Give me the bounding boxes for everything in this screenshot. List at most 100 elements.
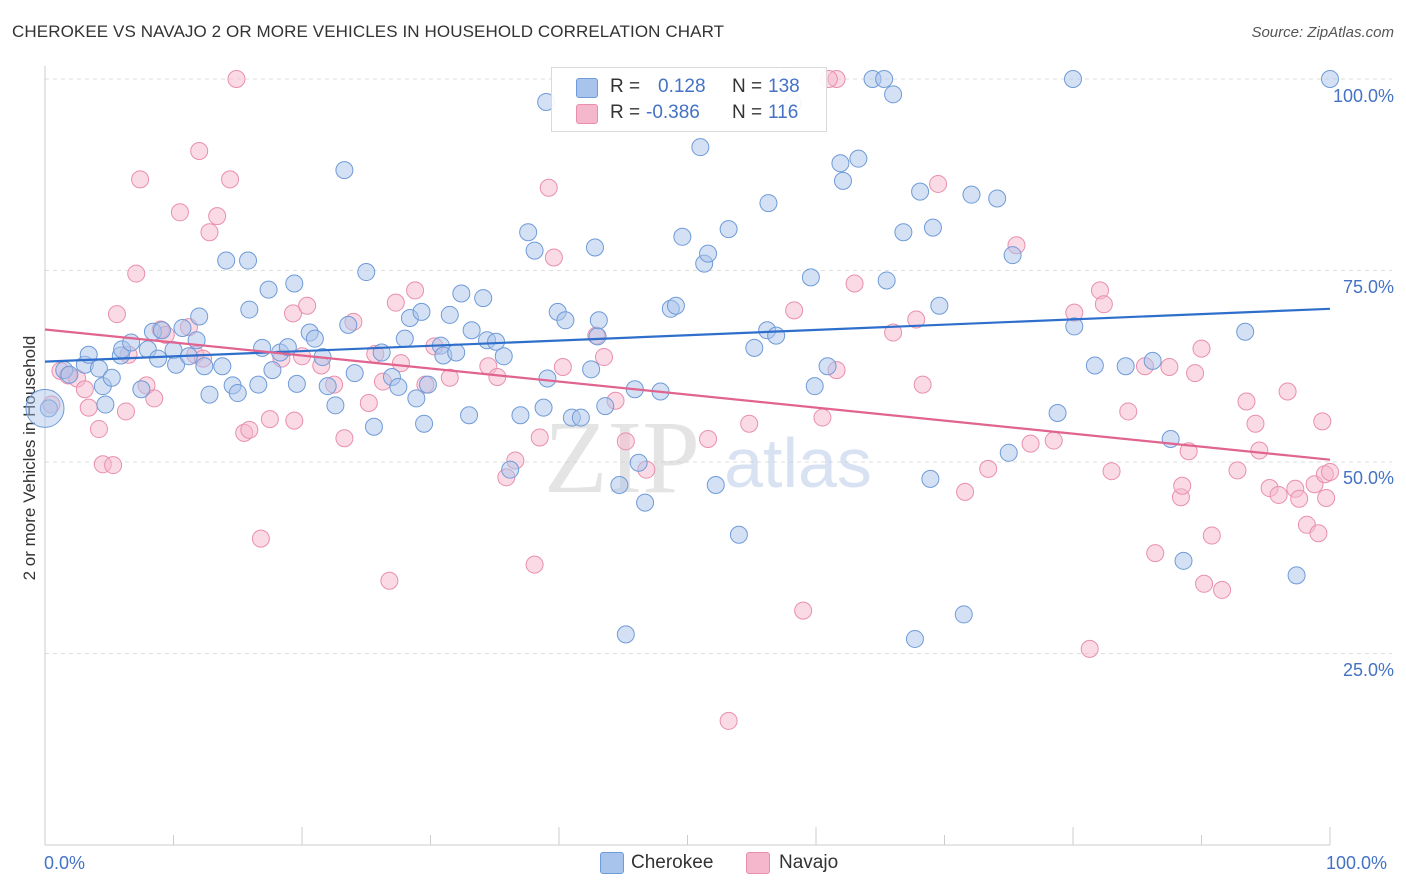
cherokee-point [1321, 70, 1339, 88]
y-tick-50: 50.0% [1342, 468, 1394, 488]
correlation-legend: R = 0.128 N = 138 R = -0.386 N = 116 [551, 67, 827, 132]
cherokee-point [345, 364, 364, 383]
cherokee-point [213, 357, 232, 376]
navajo-point [1094, 295, 1113, 314]
navajo-point [104, 456, 123, 475]
legend-r-label: R = [610, 76, 641, 97]
navajo-point [227, 70, 246, 88]
cherokee-point [152, 321, 171, 340]
cherokee-point [691, 138, 710, 157]
cherokee-point [588, 327, 607, 346]
navajo-point [116, 402, 135, 421]
axes [44, 66, 1331, 846]
navajo-point [794, 601, 813, 620]
navajo-point [616, 432, 635, 451]
cherokee-point [452, 284, 471, 303]
navajo-point [1146, 544, 1165, 563]
navajo-point [221, 170, 240, 189]
cherokee-point [494, 347, 513, 366]
navajo-point [75, 380, 94, 399]
navajo-point [539, 178, 558, 197]
navajo-point [1269, 485, 1288, 504]
cherokee-point [673, 227, 692, 246]
cherokee-point [190, 307, 209, 326]
cherokee-point [833, 171, 852, 190]
navajo-point [813, 408, 832, 427]
navajo-point [380, 571, 399, 590]
cherokee-point [1064, 70, 1082, 88]
cherokee-point [923, 218, 942, 237]
cherokee-point [1003, 246, 1022, 265]
cherokee-point [849, 149, 868, 168]
cherokee-point [962, 185, 981, 204]
navajo-point [127, 264, 146, 283]
cherokee-point [287, 374, 306, 393]
cherokee-point [954, 605, 973, 624]
navajo-point [79, 398, 98, 417]
navajo-point [208, 207, 227, 226]
cherokee-point [801, 268, 820, 287]
cherokee-point [1085, 356, 1104, 375]
navajo-point [335, 429, 354, 448]
navajo-point [285, 411, 304, 430]
cherokee-point [911, 182, 930, 201]
x-tick-0: 0.0% [44, 853, 86, 873]
gridlines [45, 78, 1392, 654]
navajo-point [1228, 461, 1247, 480]
cherokee-point [636, 493, 655, 512]
cherokee-point [706, 475, 725, 494]
cherokee-point [1065, 317, 1084, 336]
navajo-point [1202, 526, 1221, 545]
cherokee-point [571, 408, 590, 427]
navajo-point [1192, 339, 1211, 358]
cherokee-point [318, 377, 337, 396]
cherokee-point [440, 305, 459, 324]
cherokee-point [666, 296, 685, 315]
cherokee-point [364, 417, 383, 436]
cherokee-point [501, 460, 520, 479]
cherokee-point [460, 406, 479, 425]
cherokee-point [589, 311, 608, 330]
legend-n-label: N = [732, 102, 763, 123]
cherokee-point [582, 360, 601, 379]
legend-r-value: 0.128 [658, 76, 706, 97]
cherokee-points [25, 70, 1339, 648]
navajo-point [391, 354, 410, 373]
cherokee-point [474, 289, 493, 308]
chart-title: CHEROKEE VS NAVAJO 2 OR MORE VEHICLES IN… [12, 22, 725, 41]
cherokee-point [767, 326, 786, 345]
navajo-point [200, 223, 219, 242]
navajo-point [386, 293, 405, 312]
cherokee-point [1116, 357, 1135, 376]
cherokee-point [818, 357, 837, 376]
navajo-point [1186, 364, 1205, 383]
cherokee-point [596, 397, 615, 416]
cherokee-point [39, 399, 58, 418]
cherokee-point [921, 469, 940, 488]
cherokee-point [96, 395, 115, 414]
navajo-point [359, 394, 378, 413]
cherokee-point [875, 70, 894, 88]
navajo-point [530, 428, 549, 447]
trend-lines [44, 307, 1331, 461]
cherokee-point [585, 238, 604, 257]
navajo-point [260, 410, 279, 429]
navajo-point [145, 389, 164, 408]
cherokee-point [102, 368, 121, 387]
navajo-point [1119, 402, 1138, 421]
legend-n-value: 138 [768, 76, 800, 97]
cherokee-point [525, 241, 544, 260]
navajo-point [406, 281, 425, 300]
navajo-point [1179, 442, 1198, 461]
cherokee-point [305, 329, 324, 348]
navajo-point [979, 459, 998, 478]
cherokee-point [745, 338, 764, 357]
cherokee-point [1174, 551, 1193, 570]
cherokee-point [395, 329, 414, 348]
cherokee-point [415, 414, 434, 433]
cherokee-trend-line [44, 307, 1331, 363]
cherokee-point [149, 349, 168, 368]
navajo-point [251, 529, 270, 548]
cherokee-point [511, 406, 530, 425]
navajo-point [1237, 392, 1256, 411]
